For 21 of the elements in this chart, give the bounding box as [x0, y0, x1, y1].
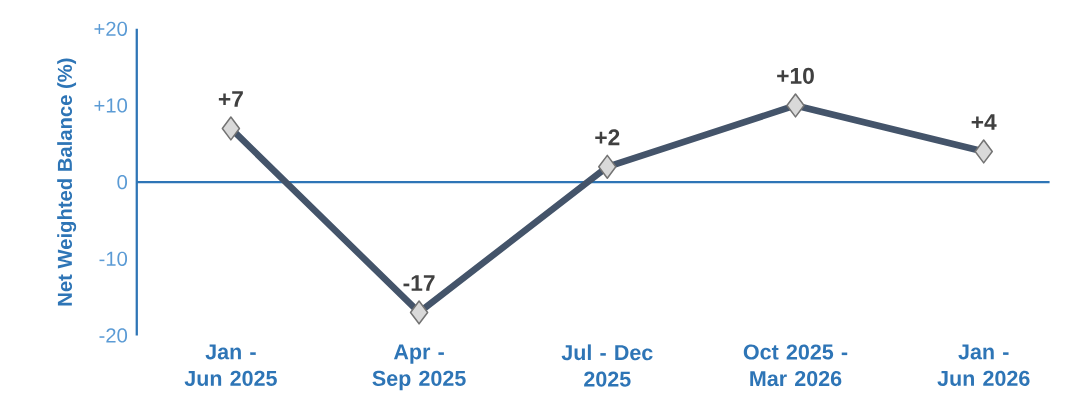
y-tick-label: 0 — [117, 174, 128, 190]
x-tick-label: Jul - Dec 2025 — [561, 344, 653, 387]
point — [974, 139, 994, 164]
point — [221, 116, 241, 141]
y-tick-label: +20 — [94, 21, 128, 36]
y-axis-title: Net Weighted Balance (%) — [57, 58, 77, 306]
point — [786, 93, 805, 118]
y-tick-label: -10 — [99, 251, 128, 266]
x-tick-label: Apr - Sep 2025 — [372, 344, 466, 391]
y-tick-label: -20 — [99, 328, 128, 343]
data-label: +10 — [777, 67, 814, 84]
point — [598, 154, 617, 179]
data-label: +2 — [595, 129, 620, 146]
data-label: +7 — [218, 91, 243, 107]
x-tick-label: Jan - Jun 2025 — [184, 344, 277, 386]
x-tick-label: Jan - Jun 2026 — [937, 344, 1030, 386]
data-label: -17 — [403, 275, 435, 291]
x-tick-label: Oct 2025 - Mar 2026 — [743, 344, 848, 387]
y-tick-label: +10 — [94, 98, 128, 113]
point — [409, 300, 429, 325]
data-label: +4 — [971, 114, 997, 130]
